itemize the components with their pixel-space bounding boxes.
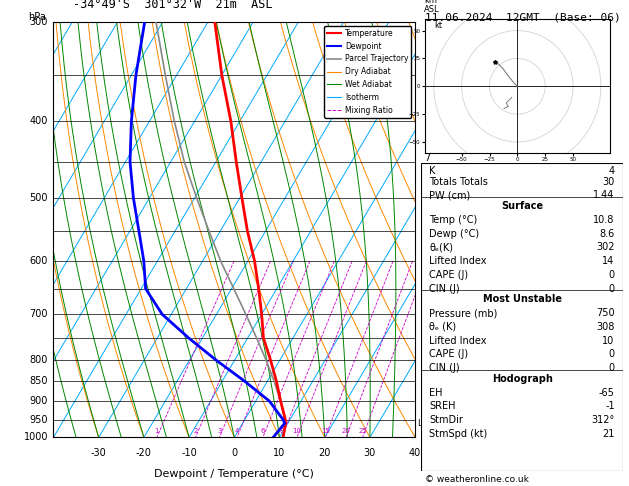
Text: 0: 0 xyxy=(608,349,615,359)
Text: 3: 3 xyxy=(217,428,221,434)
Text: Most Unstable: Most Unstable xyxy=(482,295,562,305)
Text: 750: 750 xyxy=(596,308,615,318)
Text: 4: 4 xyxy=(424,272,430,282)
Text: Totals Totals: Totals Totals xyxy=(430,176,488,187)
Text: -30: -30 xyxy=(91,448,106,458)
Text: 4: 4 xyxy=(235,428,239,434)
Text: CAPE (J): CAPE (J) xyxy=(430,270,469,280)
Text: LCL: LCL xyxy=(417,419,432,428)
Text: 400: 400 xyxy=(30,116,48,126)
Text: 2: 2 xyxy=(424,353,430,363)
Text: 700: 700 xyxy=(30,309,48,319)
Legend: Temperature, Dewpoint, Parcel Trajectory, Dry Adiabat, Wet Adiabat, Isotherm, Mi: Temperature, Dewpoint, Parcel Trajectory… xyxy=(324,26,411,118)
Text: 15: 15 xyxy=(321,428,330,434)
Text: Dewp (°C): Dewp (°C) xyxy=(430,228,479,239)
Text: Lifted Index: Lifted Index xyxy=(430,336,487,346)
Text: -65: -65 xyxy=(599,388,615,398)
Text: 900: 900 xyxy=(30,396,48,406)
Text: 20: 20 xyxy=(318,448,331,458)
Text: Lifted Index: Lifted Index xyxy=(430,256,487,266)
Text: © weatheronline.co.uk: © weatheronline.co.uk xyxy=(425,474,528,484)
Text: 10: 10 xyxy=(274,448,286,458)
Text: SREH: SREH xyxy=(430,401,456,412)
Text: 300: 300 xyxy=(30,17,48,27)
Text: 500: 500 xyxy=(30,193,48,203)
Text: Dewpoint / Temperature (°C): Dewpoint / Temperature (°C) xyxy=(154,469,314,479)
Text: 308: 308 xyxy=(596,322,615,332)
Text: StmDir: StmDir xyxy=(430,415,464,425)
Text: 10.8: 10.8 xyxy=(593,215,615,225)
Text: 6: 6 xyxy=(260,428,265,434)
Text: 600: 600 xyxy=(30,256,48,266)
Text: 2: 2 xyxy=(193,428,198,434)
Text: 8: 8 xyxy=(279,428,284,434)
Text: 1.44: 1.44 xyxy=(593,190,615,200)
Text: 7: 7 xyxy=(424,153,430,163)
Text: 14: 14 xyxy=(603,256,615,266)
Text: 312°: 312° xyxy=(591,415,615,425)
Text: -10: -10 xyxy=(181,448,197,458)
Text: Temp (°C): Temp (°C) xyxy=(430,215,478,225)
Text: CAPE (J): CAPE (J) xyxy=(430,349,469,359)
Text: 25: 25 xyxy=(358,428,367,434)
Text: 6: 6 xyxy=(424,192,430,203)
Text: 1: 1 xyxy=(155,428,159,434)
Text: 0: 0 xyxy=(231,448,237,458)
Text: 800: 800 xyxy=(30,355,48,365)
Text: 21: 21 xyxy=(603,429,615,439)
Text: 0: 0 xyxy=(608,363,615,373)
Text: -34°49'S  301°32'W  21m  ASL: -34°49'S 301°32'W 21m ASL xyxy=(73,0,272,12)
Text: θₑ (K): θₑ (K) xyxy=(430,322,457,332)
Text: PW (cm): PW (cm) xyxy=(430,190,470,200)
Text: km
ASL: km ASL xyxy=(424,0,440,14)
Text: Surface: Surface xyxy=(501,201,543,211)
Text: 1: 1 xyxy=(424,396,430,406)
Text: 0: 0 xyxy=(608,270,615,280)
Text: hPa: hPa xyxy=(28,12,46,22)
Text: StmSpd (kt): StmSpd (kt) xyxy=(430,429,487,439)
Text: Mixing Ratio (g/kg): Mixing Ratio (g/kg) xyxy=(452,190,460,269)
Text: 30: 30 xyxy=(364,448,376,458)
Text: 5: 5 xyxy=(424,232,430,243)
Text: 10: 10 xyxy=(603,336,615,346)
Text: 302: 302 xyxy=(596,243,615,252)
Text: 11.06.2024  12GMT  (Base: 06): 11.06.2024 12GMT (Base: 06) xyxy=(425,12,620,22)
Text: 8.6: 8.6 xyxy=(599,228,615,239)
Text: 30: 30 xyxy=(603,176,615,187)
Text: 4: 4 xyxy=(608,166,615,176)
Text: 0: 0 xyxy=(608,283,615,294)
Text: kt: kt xyxy=(434,21,442,30)
Text: EH: EH xyxy=(430,388,443,398)
Text: 40: 40 xyxy=(409,448,421,458)
Text: Hodograph: Hodograph xyxy=(492,374,552,384)
Text: 850: 850 xyxy=(30,376,48,386)
Text: K: K xyxy=(430,166,436,176)
Text: θₑ(K): θₑ(K) xyxy=(430,243,454,252)
Text: 3: 3 xyxy=(424,312,430,322)
Text: -1: -1 xyxy=(605,401,615,412)
Text: 10: 10 xyxy=(292,428,301,434)
Text: -20: -20 xyxy=(136,448,152,458)
Text: CIN (J): CIN (J) xyxy=(430,283,460,294)
Text: CIN (J): CIN (J) xyxy=(430,363,460,373)
Text: Pressure (mb): Pressure (mb) xyxy=(430,308,498,318)
Text: 950: 950 xyxy=(30,415,48,425)
Text: 1000: 1000 xyxy=(23,433,48,442)
Text: 8: 8 xyxy=(424,114,430,124)
Text: 20: 20 xyxy=(342,428,350,434)
